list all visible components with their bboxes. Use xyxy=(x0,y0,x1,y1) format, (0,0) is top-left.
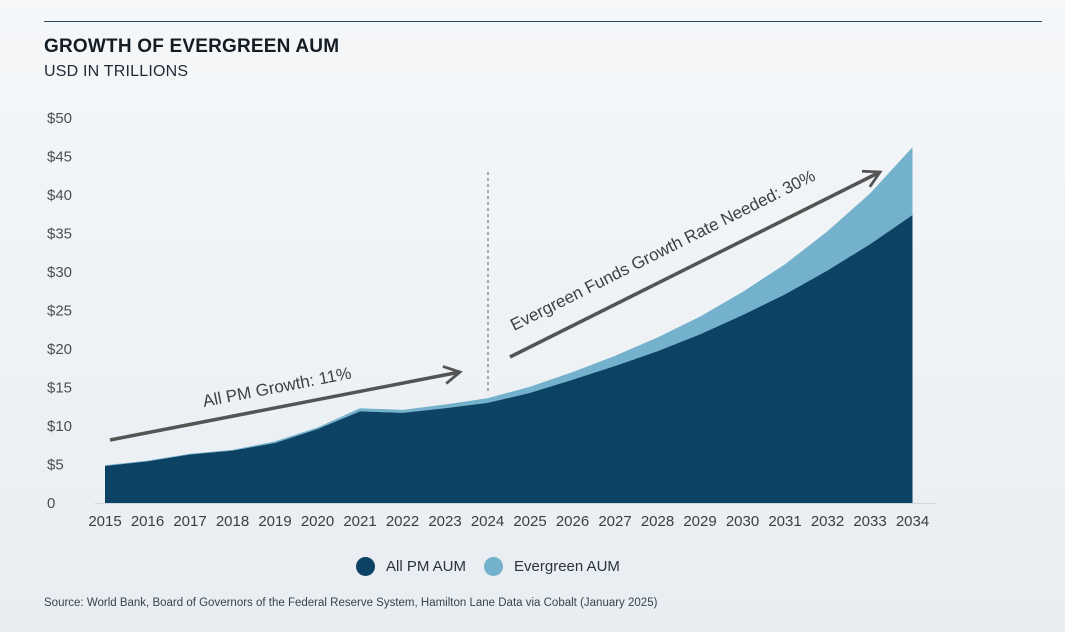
x-tick-label-2015: 2015 xyxy=(88,513,121,530)
x-tick-label-2024: 2024 xyxy=(471,513,504,530)
legend-item-evergreen[interactable]: Evergreen AUM xyxy=(484,557,620,576)
chart-title: GROWTH OF EVERGREEN AUM xyxy=(44,36,340,57)
y-tick-label-5: $25 xyxy=(47,303,72,320)
y-tick-label-0: 0 xyxy=(47,495,55,512)
x-tick-label-2032: 2032 xyxy=(811,513,844,530)
legend-item-all-pm[interactable]: All PM AUM xyxy=(356,557,466,576)
all-pm-aum-area xyxy=(105,215,913,503)
x-tick-label-2030: 2030 xyxy=(726,513,759,530)
all-pm-growth-label: All PM Growth: 11% xyxy=(201,363,353,410)
y-tick-label-7: $35 xyxy=(47,226,72,243)
x-tick-label-2019: 2019 xyxy=(258,513,291,530)
y-tick-label-8: $40 xyxy=(47,187,72,204)
y-tick-label-9: $45 xyxy=(47,149,72,166)
y-tick-label-4: $20 xyxy=(47,341,72,358)
chart-subtitle: USD IN TRILLIONS xyxy=(44,63,189,80)
evergreen-growth-arrow xyxy=(509,169,883,359)
x-tick-label-2029: 2029 xyxy=(683,513,716,530)
x-tick-label-2016: 2016 xyxy=(131,513,164,530)
legend-label-all-pm: All PM AUM xyxy=(386,558,467,575)
legend-label-evergreen: Evergreen AUM xyxy=(514,558,620,575)
x-tick-label-2034: 2034 xyxy=(896,513,929,530)
all-pm-swatch-icon xyxy=(356,557,375,576)
y-tick-label-2: $10 xyxy=(47,418,72,435)
chart-legend: All PM AUM Evergreen AUM xyxy=(356,557,638,576)
x-tick-label-2017: 2017 xyxy=(173,513,206,530)
y-axis-labels: 0 $5 $10 $15 $20 $25 $30 $35 $40 $45 $50 xyxy=(47,110,72,512)
x-tick-label-2022: 2022 xyxy=(386,513,419,530)
x-tick-label-2031: 2031 xyxy=(768,513,801,530)
area-series xyxy=(105,147,913,503)
x-tick-label-2028: 2028 xyxy=(641,513,674,530)
top-rule xyxy=(44,21,1042,22)
x-tick-label-2021: 2021 xyxy=(343,513,376,530)
x-tick-label-2020: 2020 xyxy=(301,513,334,530)
x-tick-label-2025: 2025 xyxy=(513,513,546,530)
x-axis-labels: 2015 2016 2017 2018 2019 2020 2021 2022 2023 2024… xyxy=(88,513,929,530)
y-tick-label-10: $50 xyxy=(47,110,72,127)
y-tick-label-1: $5 xyxy=(47,457,64,474)
x-tick-label-2018: 2018 xyxy=(216,513,249,530)
evergreen-aum-area xyxy=(105,147,913,467)
y-tick-label-3: $15 xyxy=(47,380,72,397)
evergreen-swatch-icon xyxy=(484,557,504,576)
x-tick-label-2026: 2026 xyxy=(556,513,589,530)
x-tick-label-2023: 2023 xyxy=(428,513,461,530)
y-tick-label-6: $30 xyxy=(47,264,72,281)
x-tick-label-2033: 2033 xyxy=(853,513,886,530)
x-tick-label-2027: 2027 xyxy=(598,513,631,530)
source-note: Source: World Bank, Board of Governors o… xyxy=(44,597,658,609)
all-pm-growth-arrow xyxy=(109,365,463,442)
